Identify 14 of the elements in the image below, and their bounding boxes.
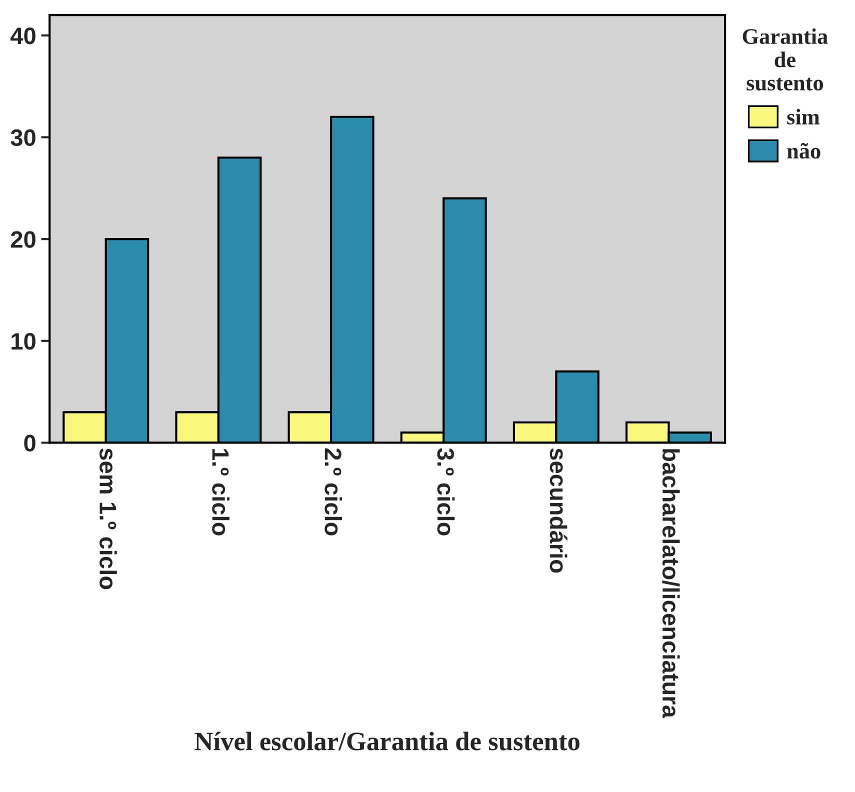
x-tick-label: 3.º ciclo (437, 448, 455, 536)
y-tick-label: 0 (24, 434, 36, 452)
y-tick-label: 40 (10, 27, 36, 44)
x-tick-label: sem 1.º ciclo (100, 448, 117, 590)
legend-label: sim (787, 108, 820, 125)
legend-label: não (787, 142, 820, 159)
y-tick-label: 20 (10, 231, 36, 248)
x-tick-label: 1.º ciclo (212, 449, 230, 536)
x-tick-label: secundário (550, 448, 568, 573)
x-tick-label: bacharelato/licenciatura (662, 449, 680, 718)
x-axis-title: Nível escolar/Garantia de sustento (194, 732, 580, 750)
y-tick-label: 10 (12, 332, 36, 350)
y-tick-label: 30 (10, 129, 36, 146)
x-tick-label: 2.º ciclo (324, 448, 342, 536)
